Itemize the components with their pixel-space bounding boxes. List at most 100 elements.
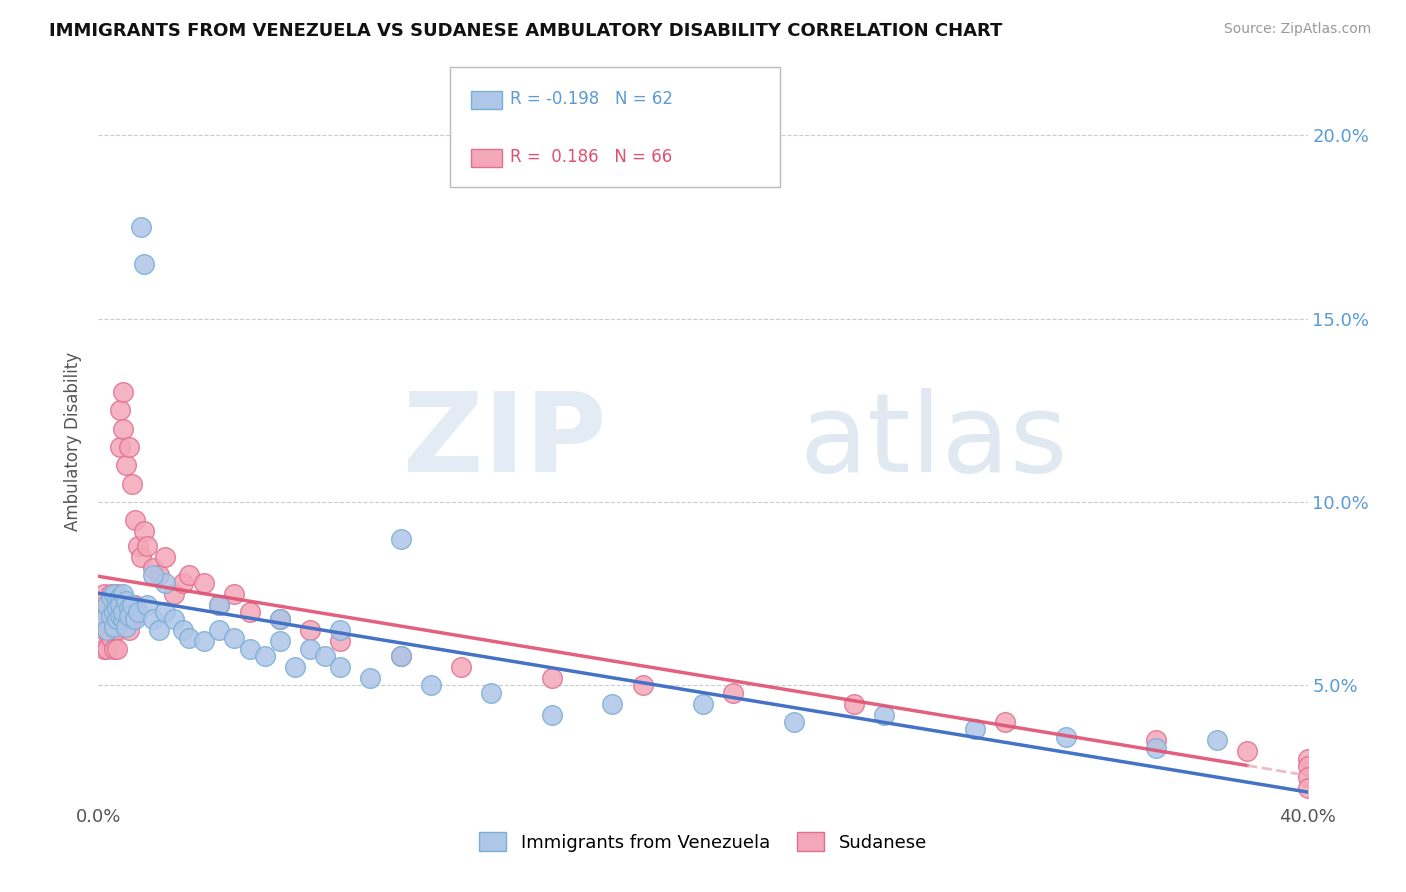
Point <box>153 550 176 565</box>
Point <box>269 612 291 626</box>
Point <box>105 594 128 608</box>
Point <box>360 671 382 685</box>
Point <box>1296 781 1319 796</box>
Y-axis label: Ambulatory Disability: Ambulatory Disability <box>65 352 83 531</box>
Point <box>93 641 115 656</box>
Point <box>118 608 141 623</box>
Point <box>108 598 131 612</box>
Point <box>121 476 143 491</box>
Point <box>100 612 122 626</box>
Point <box>114 458 136 473</box>
Point <box>118 440 141 454</box>
Point <box>153 605 176 619</box>
Point <box>153 575 176 590</box>
Point <box>329 634 352 648</box>
Point <box>100 605 122 619</box>
Point <box>389 649 412 664</box>
Point <box>127 605 149 619</box>
Point <box>1206 733 1229 747</box>
Point <box>239 641 262 656</box>
Point <box>103 624 125 638</box>
Point <box>127 539 149 553</box>
Point <box>96 641 118 656</box>
Point <box>129 550 152 565</box>
Point <box>208 598 231 612</box>
Legend: Immigrants from Venezuela, Sudanese: Immigrants from Venezuela, Sudanese <box>472 825 934 859</box>
Point <box>111 384 134 399</box>
Point <box>481 686 503 700</box>
Point <box>121 612 143 626</box>
Point <box>329 660 352 674</box>
Point <box>96 598 118 612</box>
Point <box>135 598 157 612</box>
Point <box>103 587 125 601</box>
Point <box>114 594 136 608</box>
Point <box>142 568 165 582</box>
Point <box>299 641 322 656</box>
Point <box>208 598 231 612</box>
Point <box>105 605 128 619</box>
Point <box>329 624 352 638</box>
Point <box>224 587 246 601</box>
Point <box>148 568 170 582</box>
Point <box>1296 759 1319 773</box>
Point <box>103 612 125 626</box>
Point <box>90 598 112 612</box>
Point <box>1236 744 1258 758</box>
Point <box>269 612 291 626</box>
Text: R = -0.198   N = 62: R = -0.198 N = 62 <box>510 90 673 108</box>
Point <box>100 587 122 601</box>
Point <box>389 532 412 546</box>
Point <box>239 605 262 619</box>
Point <box>103 598 125 612</box>
Point <box>314 649 336 664</box>
Point <box>103 605 125 619</box>
Point <box>93 587 115 601</box>
Point <box>96 598 118 612</box>
Point <box>284 660 307 674</box>
Point <box>105 641 128 656</box>
Point <box>111 422 134 436</box>
Point <box>994 715 1017 730</box>
Point <box>540 707 562 722</box>
Point <box>783 715 806 730</box>
Point <box>124 612 146 626</box>
Point <box>172 624 194 638</box>
Point <box>118 601 141 615</box>
Point <box>163 612 186 626</box>
Text: ZIP: ZIP <box>404 388 606 495</box>
Point <box>129 219 152 234</box>
Text: R =  0.186   N = 66: R = 0.186 N = 66 <box>510 148 672 166</box>
Point <box>873 707 896 722</box>
Point <box>269 634 291 648</box>
Point <box>844 697 866 711</box>
Point <box>253 649 276 664</box>
Point <box>148 624 170 638</box>
Point <box>111 605 134 619</box>
Point <box>108 591 131 605</box>
Point <box>93 612 115 626</box>
Point <box>105 587 128 601</box>
Point <box>108 403 131 417</box>
Text: Source: ZipAtlas.com: Source: ZipAtlas.com <box>1223 22 1371 37</box>
Point <box>114 620 136 634</box>
Point <box>108 612 131 626</box>
Point <box>118 624 141 638</box>
Point <box>602 697 624 711</box>
Point <box>723 686 745 700</box>
Point <box>420 678 443 692</box>
Point <box>1144 740 1167 755</box>
Point <box>103 594 125 608</box>
Point <box>96 624 118 638</box>
Point <box>114 598 136 612</box>
Point <box>96 605 118 619</box>
Point <box>124 513 146 527</box>
Text: IMMIGRANTS FROM VENEZUELA VS SUDANESE AMBULATORY DISABILITY CORRELATION CHART: IMMIGRANTS FROM VENEZUELA VS SUDANESE AM… <box>49 22 1002 40</box>
Point <box>193 634 215 648</box>
Point <box>193 575 215 590</box>
Point <box>1296 770 1319 784</box>
Point <box>1054 730 1077 744</box>
Point <box>100 591 122 605</box>
Point <box>965 723 987 737</box>
Point <box>1296 752 1319 766</box>
